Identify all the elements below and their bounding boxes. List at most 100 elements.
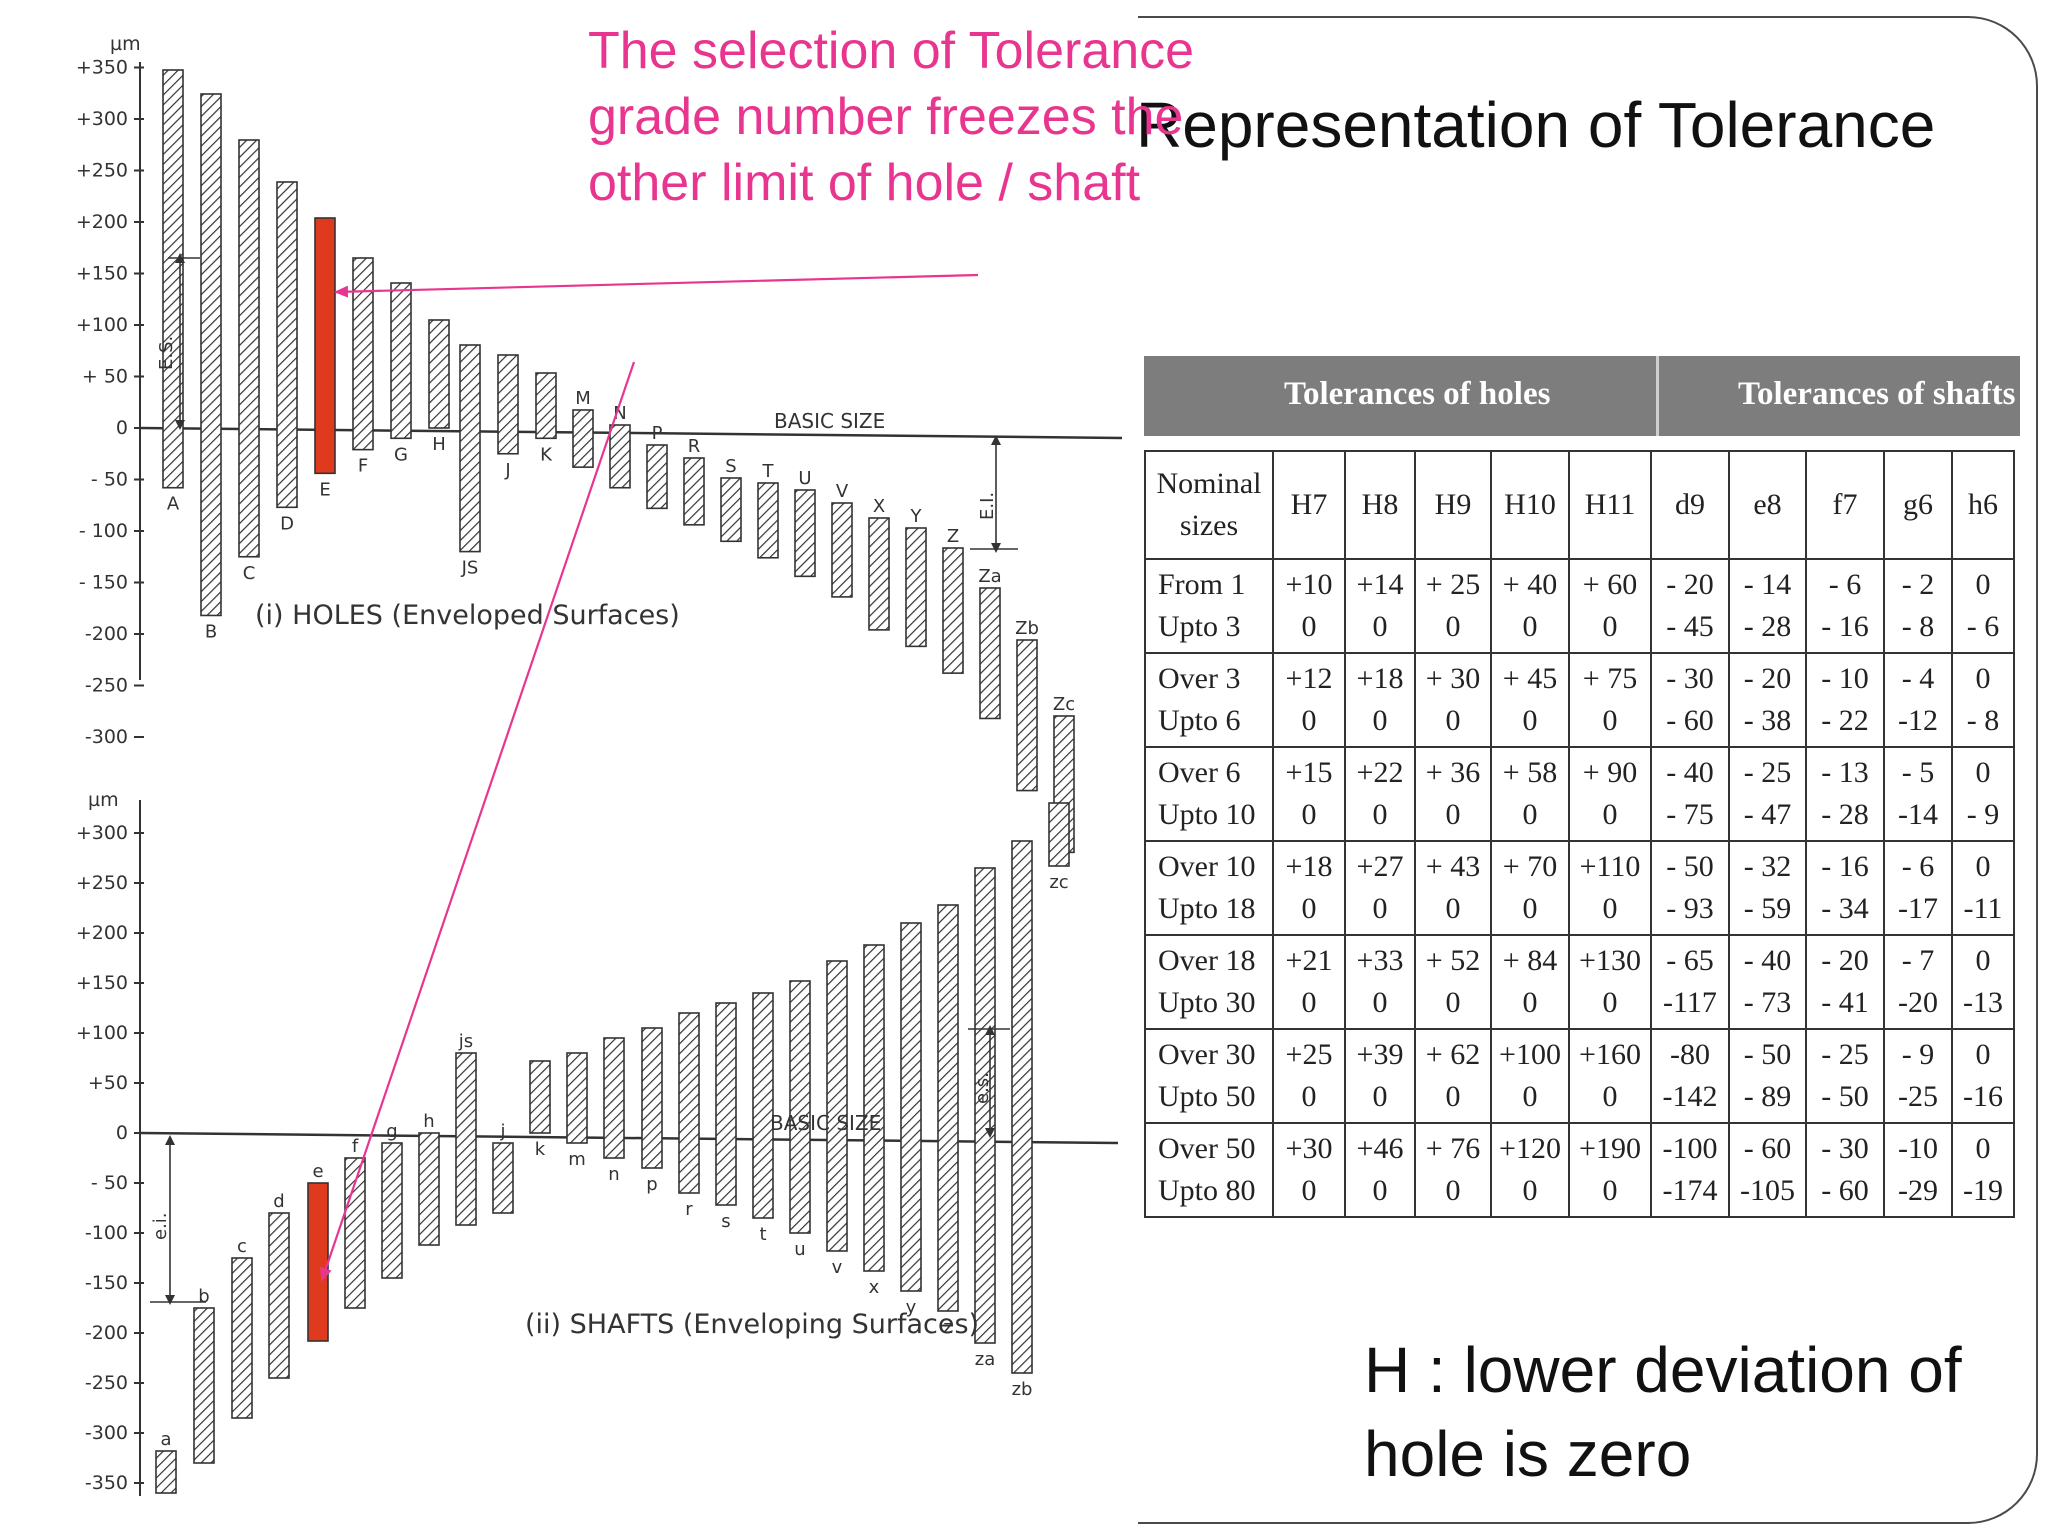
cell-line-1: -100 (1662, 1132, 1718, 1165)
hole-zone-za (979, 587, 1001, 720)
tolerance-cell: - 20 - 38 (1728, 652, 1807, 748)
tolerance-cell: 0- 9 (1951, 746, 2015, 842)
tolerance-cell: + 45 0 (1490, 652, 1570, 748)
cell-line-1: 0 (1975, 756, 1991, 789)
tolerance-cell: +39 0 (1344, 1028, 1416, 1124)
cell-line-2: 0 (1522, 986, 1538, 1019)
shaft-zone-a (155, 1450, 177, 1494)
shaft-letter-zc: zc (1049, 872, 1068, 893)
cell-line-2: -13 (1963, 986, 2003, 1019)
tolerance-cell: -80 -142 (1650, 1028, 1730, 1124)
cell-line-2: - 16 (1821, 610, 1869, 643)
tolerance-cell: - 20 - 41 (1805, 934, 1885, 1030)
holes-diagram: µm+350+300+250+200+150+100+ 500- 50- 100… (76, 33, 1123, 854)
ei-lower-label: e.i. (150, 1212, 171, 1240)
hole-letter-y: Y (910, 506, 923, 527)
shaft-letter-t: t (759, 1224, 766, 1245)
cell-line-2: - 28 (1743, 610, 1792, 643)
tolerance-cell: + 76 0 (1414, 1122, 1492, 1218)
tolerance-cell: +130 0 (1568, 934, 1652, 1030)
shaft-letter-a: a (160, 1429, 171, 1450)
shafts-unit-label: µm (88, 789, 119, 811)
shafts-caption: (ii) SHAFTS (Enveloping Surfaces) (525, 1309, 979, 1340)
shafts-tick-label: -300 (85, 1422, 128, 1444)
cell-line-1: + 45 (1502, 662, 1558, 695)
hole-zone-js (459, 344, 481, 553)
tolerance-table: Nominal sizes H7 H8 H9 H10 H11 d9 e8 f7 g6 h6 From 1… (1144, 450, 2015, 1218)
slide-title: Representation of Tolerance (1136, 89, 1936, 161)
header-divider (1656, 356, 1659, 436)
tolerance-cell: - 9 -25 (1883, 1028, 1953, 1124)
shaft-zone-zc (1048, 802, 1070, 867)
cell-line-1: - 10 (1821, 662, 1869, 695)
cell-line-2: -20 (1898, 986, 1938, 1019)
cell-line-1: - 2 (1901, 568, 1935, 601)
cell-line-1: +25 (1285, 1038, 1333, 1071)
cell-line-1: +160 (1579, 1038, 1641, 1071)
hole-zone-s (720, 477, 742, 543)
cell-line-2: 0 (1445, 704, 1461, 737)
shaft-zone-y (900, 922, 922, 1292)
cell-line-1: +12 (1285, 662, 1333, 695)
tolerance-cell: +190 0 (1568, 1122, 1652, 1218)
cell-line-2: 0 (1602, 798, 1618, 831)
nominal-size-cell: Over 18 Upto 30 (1144, 934, 1274, 1030)
h-deviation-note: H : lower deviation of hole is zero (1364, 1328, 1962, 1496)
cell-line-1: H9 (1434, 488, 1472, 521)
tolerance-cell: - 20 - 45 (1650, 558, 1730, 654)
shafts-tick-label: -150 (85, 1272, 128, 1294)
es-label: E.S. (156, 336, 177, 370)
cell-line-2: - 41 (1821, 986, 1869, 1019)
hole-letter-v: V (836, 481, 849, 502)
cell-line-2: -17 (1898, 892, 1938, 925)
cell-line-2: - 9 (1966, 798, 2000, 831)
tolerance-cell: +10 0 (1272, 558, 1346, 654)
cell-line-2: 0 (1301, 986, 1317, 1019)
cell-line-2: 0 (1522, 1174, 1538, 1207)
hole-zone-c (238, 139, 260, 558)
hole-letter-g: G (394, 444, 408, 465)
tolerance-cell: +25 0 (1272, 1028, 1346, 1124)
tolerance-cell: - 2- 8 (1883, 558, 1953, 654)
hole-letter-n: N (613, 403, 626, 424)
holes-tick-label: -300 (85, 726, 128, 748)
cell-line-2: 0 (1522, 610, 1538, 643)
hole-zone-h (428, 319, 450, 429)
callout-arrow-to-shaft-e (320, 361, 636, 1282)
cell-line-1: + 30 (1425, 662, 1481, 695)
cell-line-1: - 60 (1743, 1132, 1792, 1165)
shaft-letter-h: h (423, 1111, 434, 1132)
cell-line-1: Over 6 (1158, 756, 1241, 789)
callout-arrow-to-hole-e (334, 273, 979, 298)
cell-line-1: Over 18 (1158, 944, 1256, 977)
cell-line-2: Upto 30 (1158, 986, 1256, 1019)
cell-line-1: - 30 (1821, 1132, 1869, 1165)
cell-line-2: - 8 (1966, 704, 2000, 737)
hole-letter-t: T (762, 461, 775, 482)
cell-line-1: H7 (1290, 488, 1328, 521)
cell-line-1: + 75 (1582, 662, 1638, 695)
shafts-basic-size-label: BASIC SIZE (770, 1111, 881, 1135)
cell-line-1: + 43 (1425, 850, 1481, 883)
holes-tick-label: -250 (85, 675, 128, 697)
hole-zone-n (609, 424, 631, 489)
cell-line-2: - 60 (1666, 704, 1714, 737)
cell-line-1: + 36 (1425, 756, 1481, 789)
hole-letter-h: H (432, 434, 446, 455)
hole-letter-js: JS (461, 558, 479, 579)
hole-letter-j: J (504, 460, 510, 481)
holes-tick-label: 0 (116, 417, 128, 439)
cell-line-2: - 50 (1821, 1080, 1869, 1113)
tolerance-cell: +22 0 (1344, 746, 1416, 842)
shaft-zone-v (826, 960, 848, 1252)
tolerance-cell: + 90 0 (1568, 746, 1652, 842)
shafts-tick-label: 0 (116, 1122, 128, 1144)
shafts-tick-label: +300 (76, 822, 128, 844)
shaft-letter-m: m (568, 1149, 586, 1170)
cell-line-1: - 25 (1743, 756, 1792, 789)
shaft-zone-n (603, 1037, 625, 1159)
shaft-zone-g (381, 1142, 403, 1279)
tolerance-cell: +15 0 (1272, 746, 1346, 842)
tolerance-cell: + 62 0 (1414, 1028, 1492, 1124)
tolerance-cell: + 84 0 (1490, 934, 1570, 1030)
